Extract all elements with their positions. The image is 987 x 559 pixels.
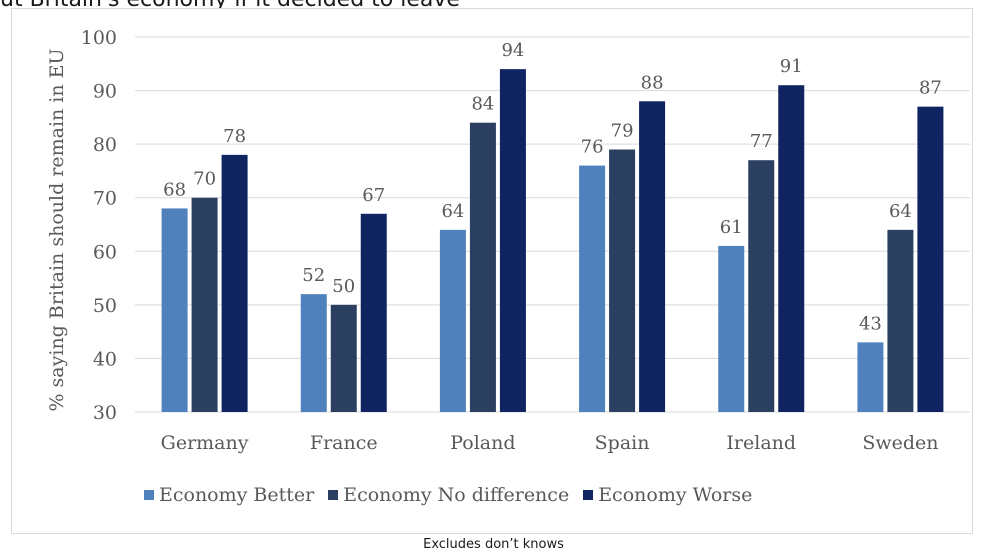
data-labels: 68 70 78 52 50 67 64 84 94 76 79 88 61 77 91 43 64 87 — [163, 40, 942, 334]
data-label-france-economy-worse: 67 — [362, 185, 385, 206]
y-tick-label-80: 80 — [93, 134, 117, 156]
legend-item-economy-no-difference: Economy No difference — [328, 484, 569, 506]
bar-germany-economy-worse — [221, 154, 248, 412]
bar-france-economy-no-difference — [330, 304, 357, 412]
data-label-ireland-economy-no-difference: 77 — [750, 131, 773, 152]
legend-swatch-economy-better — [144, 490, 154, 500]
bar-sweden-economy-better — [857, 342, 884, 412]
y-axis-ticks: 30 40 50 60 70 80 90 100 — [81, 27, 117, 424]
legend-label-economy-better: Economy Better — [159, 484, 315, 506]
bar-ireland-economy-no-difference — [748, 160, 775, 412]
y-tick-label-100: 100 — [81, 27, 117, 49]
y-tick-label-40: 40 — [93, 348, 117, 370]
legend-item-economy-worse: Economy Worse — [583, 484, 752, 506]
bar-spain-economy-worse — [639, 101, 666, 413]
x-tick-label-poland: Poland — [450, 432, 515, 454]
bar-sweden-economy-worse — [917, 106, 944, 413]
x-tick-label-france: France — [310, 432, 378, 454]
legend-swatch-economy-worse — [583, 490, 594, 500]
x-tick-label-ireland: Ireland — [726, 432, 796, 454]
y-tick-label-50: 50 — [93, 295, 117, 317]
data-label-germany-economy-worse: 78 — [223, 126, 246, 147]
legend-item-economy-better: Economy Better — [144, 484, 314, 506]
data-label-ireland-economy-better: 61 — [720, 217, 743, 238]
legend: Economy Better Economy No difference Eco… — [144, 481, 766, 509]
data-label-germany-economy-no-difference: 70 — [193, 169, 216, 190]
gridlines — [135, 36, 970, 413]
bar-sweden-economy-no-difference — [887, 229, 914, 412]
bar-germany-economy-better — [161, 208, 188, 412]
x-axis-ticks: Germany France Poland Spain Ireland Sweden — [161, 432, 939, 454]
bar-ireland-economy-worse — [778, 85, 805, 412]
bar-poland-economy-better — [439, 229, 466, 412]
bar-poland-economy-worse — [499, 69, 526, 413]
data-label-france-economy-better: 52 — [302, 265, 325, 286]
bar-france-economy-worse — [360, 213, 387, 412]
data-label-france-economy-no-difference: 50 — [332, 276, 355, 297]
x-tick-label-spain: Spain — [595, 432, 650, 454]
bar-poland-economy-no-difference — [469, 122, 496, 412]
data-label-germany-economy-better: 68 — [163, 179, 186, 200]
data-label-spain-economy-no-difference: 79 — [611, 121, 634, 142]
bar-ireland-economy-better — [718, 245, 745, 412]
bar-spain-economy-better — [579, 165, 606, 412]
y-tick-label-60: 60 — [93, 241, 117, 263]
bars — [161, 69, 944, 413]
bar-spain-economy-no-difference — [609, 149, 636, 412]
data-label-sweden-economy-worse: 87 — [919, 78, 942, 99]
x-tick-label-sweden: Sweden — [862, 432, 938, 454]
data-label-sweden-economy-no-difference: 64 — [889, 201, 912, 222]
data-label-sweden-economy-better: 43 — [859, 313, 882, 334]
data-label-spain-economy-worse: 88 — [641, 72, 664, 93]
data-label-ireland-economy-worse: 91 — [780, 56, 803, 77]
data-label-spain-economy-better: 76 — [581, 137, 604, 158]
y-axis-label: % saying Britain should remain in EU — [46, 48, 68, 411]
legend-label-economy-worse: Economy Worse — [598, 484, 753, 506]
y-tick-label-70: 70 — [93, 188, 117, 210]
bar-germany-economy-no-difference — [191, 197, 218, 412]
bar-france-economy-better — [300, 294, 327, 412]
legend-label-economy-no-difference: Economy No difference — [343, 484, 570, 506]
legend-swatch-economy-no-difference — [328, 490, 339, 500]
y-tick-label-30: 30 — [93, 402, 117, 424]
x-tick-label-germany: Germany — [161, 432, 249, 454]
data-label-poland-economy-no-difference: 84 — [471, 94, 494, 115]
data-label-poland-economy-better: 64 — [441, 201, 464, 222]
footnote: Excludes don’t knows — [423, 537, 564, 552]
y-tick-label-90: 90 — [93, 81, 117, 103]
data-label-poland-economy-worse: 94 — [501, 40, 524, 61]
